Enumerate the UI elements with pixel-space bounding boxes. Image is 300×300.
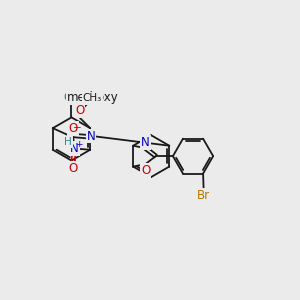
Text: −: −: [73, 123, 82, 133]
Text: OH: OH: [63, 91, 81, 104]
Text: O: O: [68, 162, 78, 175]
Text: +: +: [75, 140, 82, 148]
Text: H: H: [64, 137, 72, 147]
Text: O: O: [75, 104, 85, 118]
Text: Br: Br: [197, 189, 210, 202]
Text: CH₃: CH₃: [82, 93, 102, 103]
Text: O: O: [68, 122, 78, 135]
Text: methoxy: methoxy: [67, 92, 119, 104]
Text: N: N: [87, 130, 95, 142]
Text: O: O: [141, 164, 150, 177]
Text: N: N: [141, 136, 150, 149]
Text: N: N: [70, 142, 79, 155]
